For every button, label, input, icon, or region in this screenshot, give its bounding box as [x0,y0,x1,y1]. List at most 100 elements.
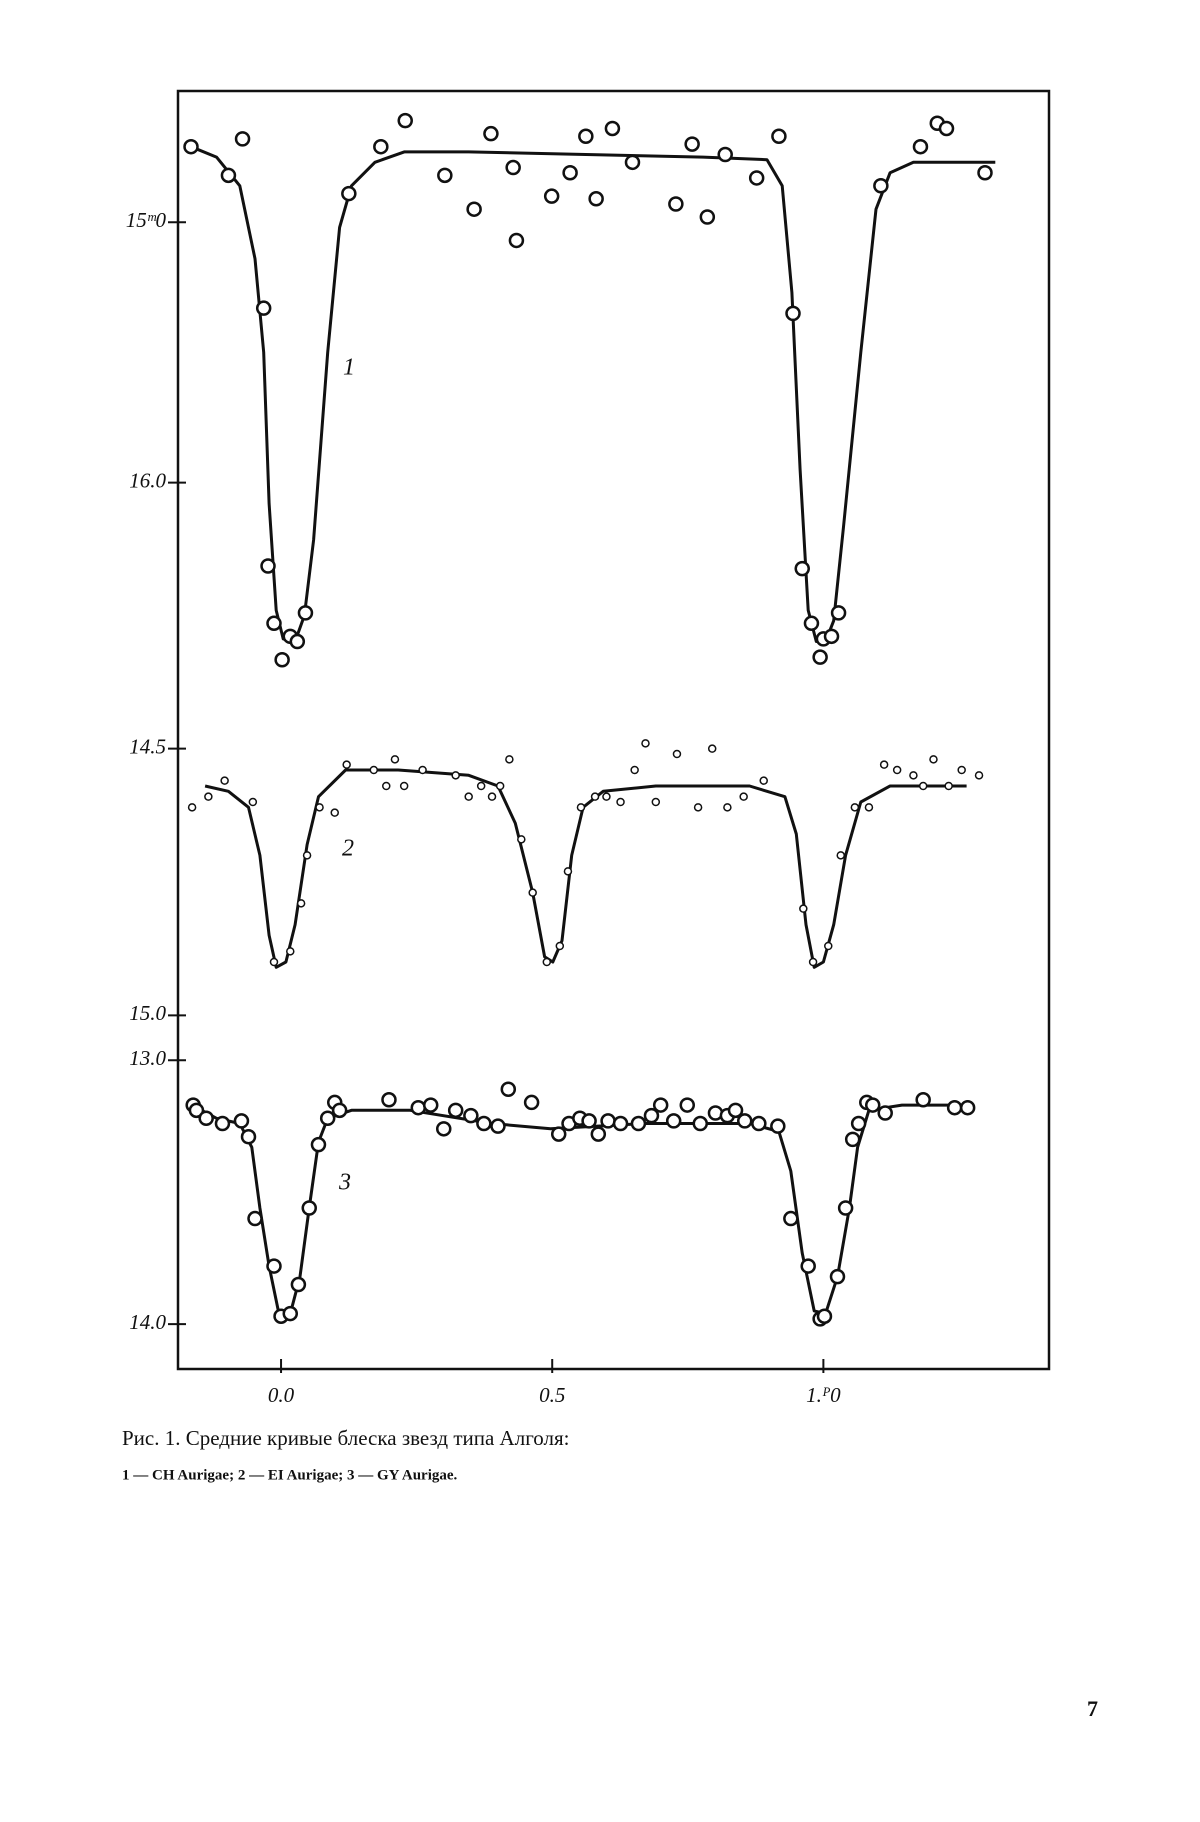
observation [667,1114,680,1127]
observation [805,617,818,630]
observation [292,1278,305,1291]
observation [590,192,603,205]
observation [316,804,323,811]
observation [920,783,927,790]
observation [818,1310,831,1323]
observation [518,836,525,843]
observation [930,756,937,763]
observation [449,1104,462,1117]
observation [846,1133,859,1146]
observation [312,1138,325,1151]
observation [945,783,952,790]
observation [695,804,702,811]
page-number: 7 [1087,1696,1098,1721]
observation [491,1120,504,1133]
observation [784,1212,797,1225]
observation [303,1202,316,1215]
observation [839,1202,852,1215]
observation [257,302,270,315]
page: Рис. 1. Средние кривые блеска звезд типа… [0,0,1200,1822]
observation [673,751,680,758]
observation [262,560,275,573]
observation [333,1104,346,1117]
observation [270,959,277,966]
observation [489,793,496,800]
fit-curve [205,770,967,967]
observation [606,122,619,135]
observation [529,889,536,896]
observation [331,809,338,816]
observation [626,156,639,169]
observation [304,852,311,859]
observation [343,761,350,768]
observation [810,959,817,966]
observation [701,211,714,224]
observation [412,1101,425,1114]
observation [579,130,592,143]
observation [564,868,571,875]
observation [216,1117,229,1130]
observation [399,114,412,127]
observation [507,161,520,174]
observation [419,767,426,774]
observation [852,1117,865,1130]
observation [740,793,747,800]
observation [391,756,398,763]
observation [185,140,198,153]
observation [592,1128,605,1141]
observation [814,651,827,664]
observation [464,1109,477,1122]
observation [424,1099,437,1112]
observation [205,793,212,800]
observation [874,179,887,192]
observation [221,777,228,784]
observation [564,166,577,179]
observation [299,606,312,619]
observation [465,793,472,800]
observation [382,1093,395,1106]
observation [752,1117,765,1130]
observation [866,1099,879,1112]
observation [452,772,459,779]
observation [602,1114,615,1127]
observation [437,1122,450,1135]
observation [401,783,408,790]
observation [383,783,390,790]
y-tick-label: 15ᵐ0 [126,208,167,232]
observation [917,1093,930,1106]
observation [592,793,599,800]
observation [484,127,497,140]
observation [772,130,785,143]
observation [652,799,659,806]
observation [249,799,256,806]
y-tick-label: 13.0 [129,1046,166,1070]
caption-line: 1 — CH Aurigae; 2 — EI Aurigae; 3 — GY A… [122,1467,458,1483]
observation [477,1117,490,1130]
observation [321,1112,334,1125]
observation [249,1212,262,1225]
plot-frame [178,91,1049,1369]
x-tick-label: 0.0 [268,1383,295,1407]
observation [851,804,858,811]
x-tick-label: 1.ᴾ0 [806,1383,841,1407]
observation [654,1099,667,1112]
observation [374,140,387,153]
curve-label: 3 [338,1170,351,1196]
observation [719,148,732,161]
observation [556,943,563,950]
observation [236,132,249,145]
observation [738,1114,751,1127]
observation [825,630,838,643]
observation [709,745,716,752]
observation [497,783,504,790]
caption-line: Рис. 1. Средние кривые блеска звезд типа… [122,1426,570,1450]
observation [787,307,800,320]
observation [298,900,305,907]
observation [802,1260,815,1273]
observation [284,1307,297,1320]
observation [478,783,485,790]
observation [502,1083,515,1096]
observation [242,1130,255,1143]
observation [724,804,731,811]
curve-label: 1 [343,355,355,381]
